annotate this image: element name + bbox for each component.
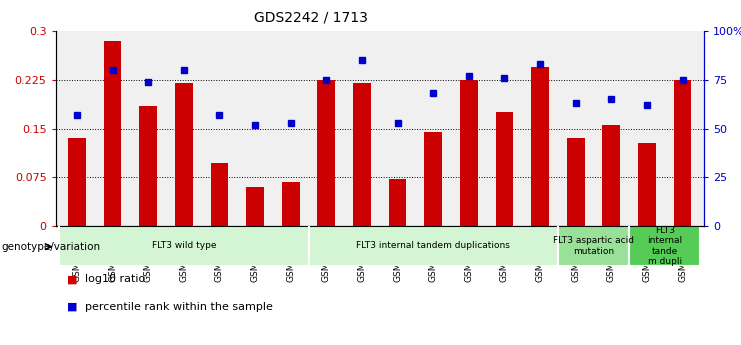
Text: genotype/variation: genotype/variation — [1, 242, 101, 252]
Bar — [425, 132, 442, 226]
Bar — [210, 163, 228, 226]
Bar — [59, 226, 308, 266]
Bar — [246, 187, 264, 226]
Text: ■: ■ — [67, 302, 77, 312]
Bar — [496, 112, 514, 226]
Bar — [638, 144, 656, 226]
Text: GDS2242 / 1713: GDS2242 / 1713 — [254, 10, 368, 24]
Text: FLT3 internal tandem duplications: FLT3 internal tandem duplications — [356, 241, 510, 250]
Bar — [674, 80, 691, 226]
Bar — [282, 182, 299, 226]
Bar — [104, 41, 122, 226]
Text: FLT3 aspartic acid
mutation: FLT3 aspartic acid mutation — [553, 236, 634, 256]
Bar — [602, 125, 620, 226]
Bar — [68, 138, 86, 226]
Text: FLT3 wild type: FLT3 wild type — [152, 241, 216, 250]
Text: percentile rank within the sample: percentile rank within the sample — [85, 302, 273, 312]
Text: log10 ratio: log10 ratio — [85, 275, 145, 284]
Bar — [317, 80, 335, 226]
Bar — [353, 83, 370, 226]
Bar — [389, 179, 407, 226]
Bar — [460, 80, 478, 226]
Text: FLT3
internal
tande
m dupli: FLT3 internal tande m dupli — [647, 226, 682, 266]
Bar — [567, 138, 585, 226]
Bar — [139, 106, 157, 226]
Bar — [175, 83, 193, 226]
Bar — [531, 67, 549, 226]
Bar — [308, 226, 558, 266]
Text: ■: ■ — [67, 275, 77, 284]
Bar — [558, 226, 629, 266]
Bar — [629, 226, 700, 266]
